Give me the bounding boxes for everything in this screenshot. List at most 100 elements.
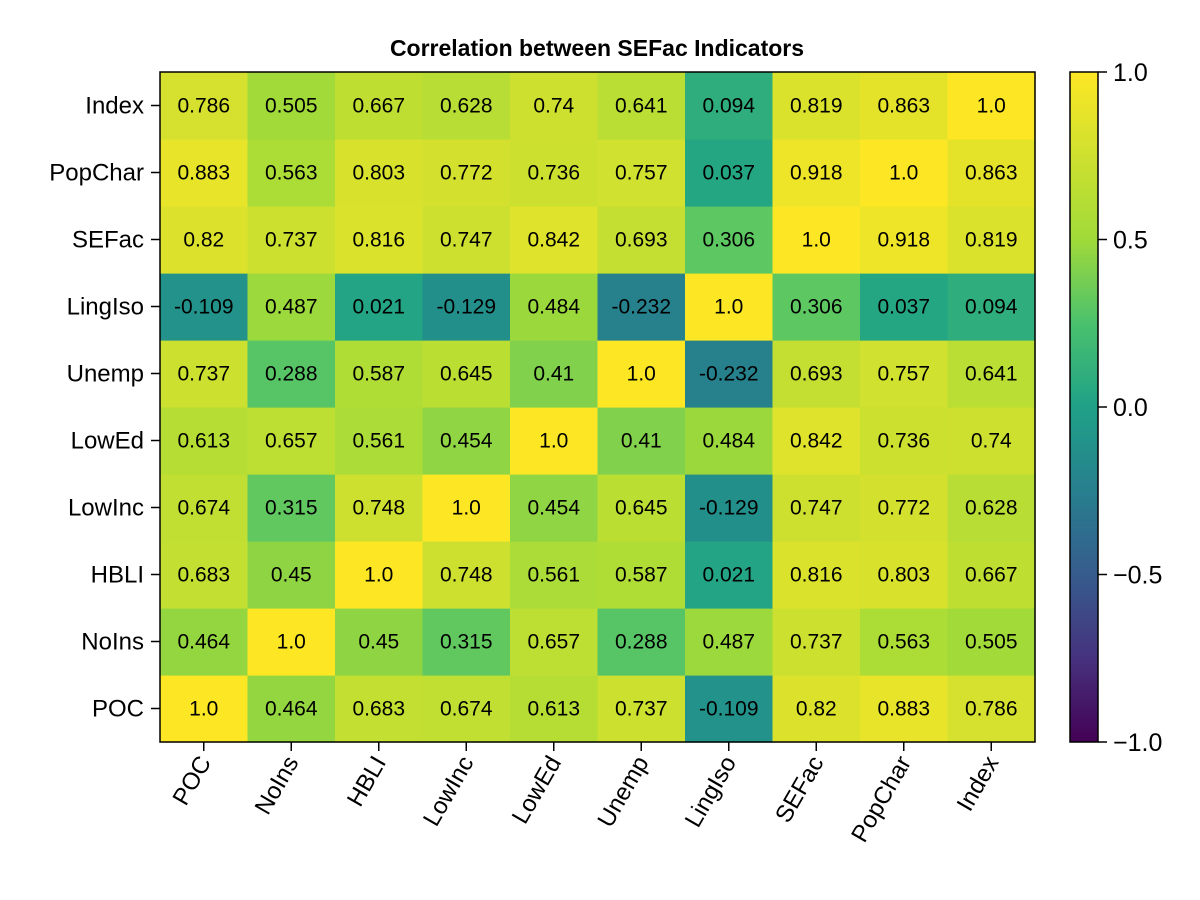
- heatmap-cell: [422, 474, 511, 542]
- cell-value-label: 1.0: [714, 296, 743, 319]
- cell-value-label: 0.772: [877, 497, 930, 520]
- heatmap-cell: [422, 340, 511, 408]
- cell-value-label: 0.693: [790, 363, 843, 386]
- cell-value-label: 0.613: [527, 698, 580, 721]
- heatmap-cell: [597, 541, 686, 609]
- cell-value-label: 0.315: [440, 631, 493, 654]
- cell-value-label: 0.094: [702, 95, 755, 118]
- cell-value-label: 0.674: [177, 497, 230, 520]
- heatmap-cell: [510, 273, 599, 341]
- cell-value-label: 0.918: [790, 162, 843, 185]
- heatmap-cell-labels: 1.0 0.464 0.683 0.674 0.613 0.737 -0.109 0.82 0.…: [174, 95, 1018, 721]
- heatmap-cell: [947, 340, 1036, 408]
- heatmap-cell: [772, 608, 861, 676]
- heatmap-cell: [160, 474, 249, 542]
- heatmap-cell: [772, 206, 861, 274]
- x-tick-label: Index: [952, 752, 1005, 816]
- heatmap-cell: [422, 675, 511, 743]
- heatmap-cell: [772, 675, 861, 743]
- heatmap-cell: [335, 541, 424, 609]
- y-tick-label: LingIso: [67, 294, 144, 321]
- y-tick-label: Index: [85, 93, 144, 120]
- cell-value-label: 0.883: [877, 698, 930, 721]
- cell-value-label: 0.816: [790, 564, 843, 587]
- heatmap-cell: [422, 72, 511, 140]
- heatmap-cell: [947, 541, 1036, 609]
- cell-value-label: 0.816: [352, 229, 405, 252]
- heatmap-cell: [947, 72, 1036, 140]
- cell-value-label: 0.641: [965, 363, 1018, 386]
- cell-value-label: 0.487: [702, 631, 755, 654]
- cell-value-label: 0.454: [527, 497, 580, 520]
- heatmap-cell: [772, 407, 861, 475]
- cell-value-label: 0.772: [440, 162, 493, 185]
- cell-value-label: 0.587: [615, 564, 668, 587]
- cell-value-label: 0.737: [177, 363, 230, 386]
- cell-value-label: 0.021: [702, 564, 755, 587]
- heatmap-cell: [772, 340, 861, 408]
- heatmap-cell: [160, 72, 249, 140]
- cell-value-label: 0.306: [702, 229, 755, 252]
- cell-value-label: 0.561: [352, 430, 405, 453]
- heatmap-cells: [160, 72, 1036, 743]
- heatmap-cell: [247, 407, 336, 475]
- cell-value-label: 0.747: [440, 229, 493, 252]
- cell-value-label: 0.628: [965, 497, 1018, 520]
- cell-value-label: 0.45: [271, 564, 312, 587]
- cell-value-label: 0.561: [527, 564, 580, 587]
- cell-value-label: 0.863: [965, 162, 1018, 185]
- cell-value-label: 0.748: [440, 564, 493, 587]
- heatmap-cell: [510, 474, 599, 542]
- heatmap-cell: [510, 675, 599, 743]
- heatmap-cell: [947, 273, 1036, 341]
- heatmap-cell: [247, 72, 336, 140]
- heatmap-cell: [772, 139, 861, 207]
- heatmap-cell: [247, 541, 336, 609]
- cell-value-label: 1.0: [277, 631, 306, 654]
- heatmap-cell: [860, 541, 949, 609]
- cell-value-label: 0.657: [527, 631, 580, 654]
- cell-value-label: 0.505: [965, 631, 1018, 654]
- heatmap-cell: [160, 675, 249, 743]
- heatmap-cell: [247, 675, 336, 743]
- y-tick-label: PopChar: [49, 160, 144, 187]
- heatmap-cell: [510, 139, 599, 207]
- cell-value-label: 1.0: [364, 564, 393, 587]
- cell-value-label: 0.803: [352, 162, 405, 185]
- cell-value-label: 0.288: [615, 631, 668, 654]
- cell-value-label: -0.109: [699, 698, 759, 721]
- colorbar-tick-label: 0.5: [1113, 227, 1148, 255]
- cell-value-label: 0.021: [352, 296, 405, 319]
- cell-value-label: 0.82: [183, 229, 224, 252]
- heatmap-cell: [510, 206, 599, 274]
- heatmap-cell: [510, 541, 599, 609]
- heatmap-cell: [247, 608, 336, 676]
- cell-value-label: 0.737: [615, 698, 668, 721]
- heatmap-cell: [335, 675, 424, 743]
- cell-value-label: -0.129: [699, 497, 759, 520]
- cell-value-label: 0.094: [965, 296, 1018, 319]
- cell-value-label: 1.0: [189, 698, 218, 721]
- heatmap-cell: [335, 474, 424, 542]
- heatmap-cell: [860, 206, 949, 274]
- cell-value-label: 0.563: [877, 631, 930, 654]
- heatmap-cell: [947, 139, 1036, 207]
- cell-value-label: 0.693: [615, 229, 668, 252]
- x-tick-label: Unemp: [592, 752, 654, 833]
- heatmap-cell: [685, 273, 774, 341]
- cell-value-label: 0.645: [440, 363, 493, 386]
- cell-value-label: 1.0: [627, 363, 656, 386]
- y-tick-label: POC: [92, 696, 144, 723]
- cell-value-label: 0.484: [527, 296, 580, 319]
- cell-value-label: 0.747: [790, 497, 843, 520]
- colorbar-tick-label: 0.0: [1113, 394, 1148, 422]
- cell-value-label: 1.0: [889, 162, 918, 185]
- cell-value-label: 0.667: [965, 564, 1018, 587]
- heatmap-cell: [597, 139, 686, 207]
- heatmap-cell: [597, 608, 686, 676]
- heatmap-cell: [685, 675, 774, 743]
- x-tick-label: SEFac: [770, 752, 829, 828]
- y-tick-label: Unemp: [67, 361, 144, 388]
- heatmap-cell: [860, 340, 949, 408]
